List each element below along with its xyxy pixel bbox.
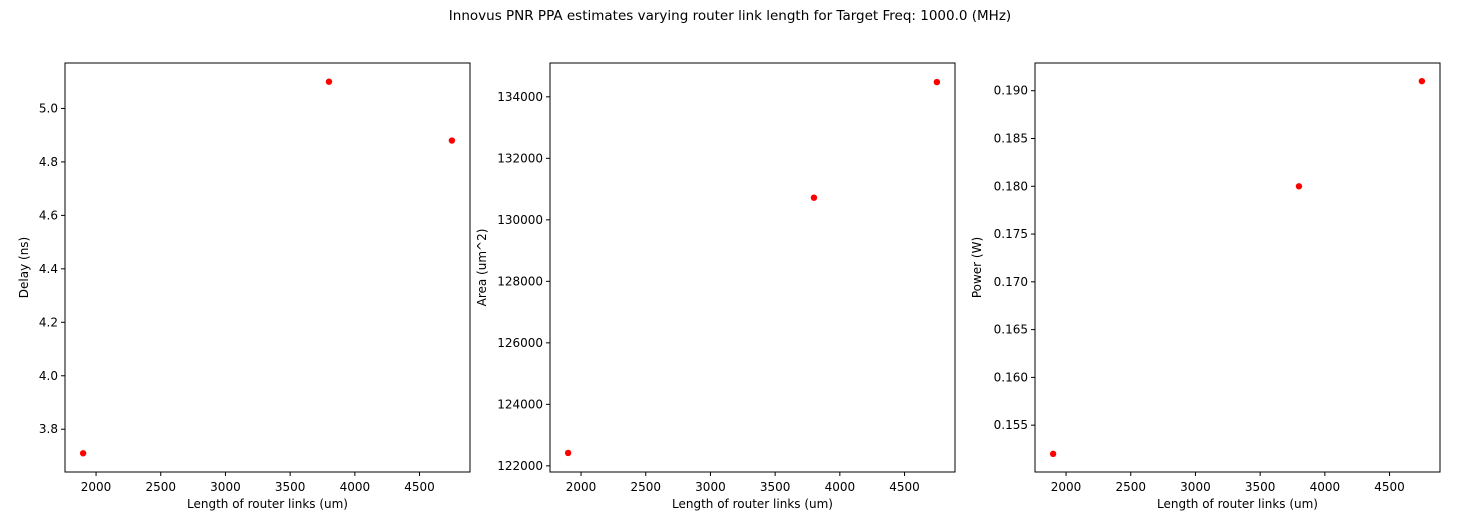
x-tick-label: 2000 xyxy=(1051,480,1082,494)
data-point xyxy=(933,78,941,86)
y-tick-label: 5.0 xyxy=(39,101,58,115)
data-point xyxy=(564,449,572,457)
y-tick-label: 0.155 xyxy=(994,418,1028,432)
x-tick-label: 4500 xyxy=(889,480,920,494)
y-tick-label: 0.180 xyxy=(994,179,1028,193)
x-tick-label: 2500 xyxy=(145,480,176,494)
y-tick-label: 122000 xyxy=(497,459,543,473)
y-axis-label: Area (um^2) xyxy=(475,229,489,307)
subplot-3: 2000 2500 3000 3500 4000 4500 0.155 0.160 0.165 0… xyxy=(970,62,1441,511)
data-point xyxy=(1049,450,1057,458)
subplot-2: 2000 2500 3000 3500 4000 4500 122000 124000 1260… xyxy=(475,62,956,511)
x-tick-label: 4500 xyxy=(404,480,435,494)
y-tick-label: 3.8 xyxy=(39,422,58,436)
y-tick-label: 4.4 xyxy=(39,262,58,276)
y-tick-label: 0.170 xyxy=(994,275,1028,289)
data-point xyxy=(810,194,818,201)
y-tick-label: 4.2 xyxy=(39,315,58,329)
x-tick-label: 3500 xyxy=(275,480,306,494)
y-tick-label: 128000 xyxy=(497,274,543,288)
y-tick-label: 0.165 xyxy=(994,323,1028,337)
x-tick-label: 4500 xyxy=(1374,480,1405,494)
x-tick-label: 3000 xyxy=(1180,480,1211,494)
y-tick-label: 134000 xyxy=(497,90,543,104)
x-tick-label: 2500 xyxy=(1115,480,1146,494)
y-tick-label: 130000 xyxy=(497,213,543,227)
x-tick-label: 4000 xyxy=(340,480,371,494)
y-tick-label: 124000 xyxy=(497,397,543,411)
x-tick-label: 4000 xyxy=(825,480,856,494)
data-point xyxy=(448,137,456,144)
x-axis-label: Length of router links (um) xyxy=(187,497,348,511)
y-tick-label: 4.6 xyxy=(39,208,58,222)
y-axis-label: Power (W) xyxy=(970,237,984,298)
x-tick-label: 2000 xyxy=(566,480,597,494)
y-tick-label: 0.160 xyxy=(994,370,1028,384)
x-tick-label: 3500 xyxy=(1245,480,1276,494)
y-tick-label: 132000 xyxy=(497,151,543,165)
x-axis-label: Length of router links (um) xyxy=(1157,497,1318,511)
x-tick-label: 2000 xyxy=(81,480,112,494)
axes-frame xyxy=(1034,62,1441,473)
data-point xyxy=(325,78,333,85)
x-tick-label: 3500 xyxy=(760,480,791,494)
figure-title: Innovus PNR PPA estimates varying router… xyxy=(449,8,1011,24)
data-point xyxy=(79,450,87,457)
x-tick-label: 3000 xyxy=(210,480,241,494)
y-tick-label: 126000 xyxy=(497,336,543,350)
y-tick-label: 4.8 xyxy=(39,155,58,169)
axes-frame xyxy=(549,62,956,473)
x-tick-label: 3000 xyxy=(695,480,726,494)
y-tick-label: 0.190 xyxy=(994,84,1028,98)
y-tick-label: 0.175 xyxy=(994,227,1028,241)
y-tick-label: 0.185 xyxy=(994,131,1028,145)
x-tick-label: 2500 xyxy=(630,480,661,494)
axes-frame xyxy=(64,62,471,473)
data-point xyxy=(1418,77,1426,85)
y-axis-label: Delay (ns) xyxy=(17,237,31,298)
data-point xyxy=(1295,183,1303,190)
x-axis-label: Length of router links (um) xyxy=(672,497,833,511)
y-tick-label: 4.0 xyxy=(39,369,58,383)
subplot-1: 2000 2500 3000 3500 4000 4500 3.8 4.0 4.2 4.4 4.6 4… xyxy=(17,62,471,511)
x-tick-label: 4000 xyxy=(1310,480,1341,494)
